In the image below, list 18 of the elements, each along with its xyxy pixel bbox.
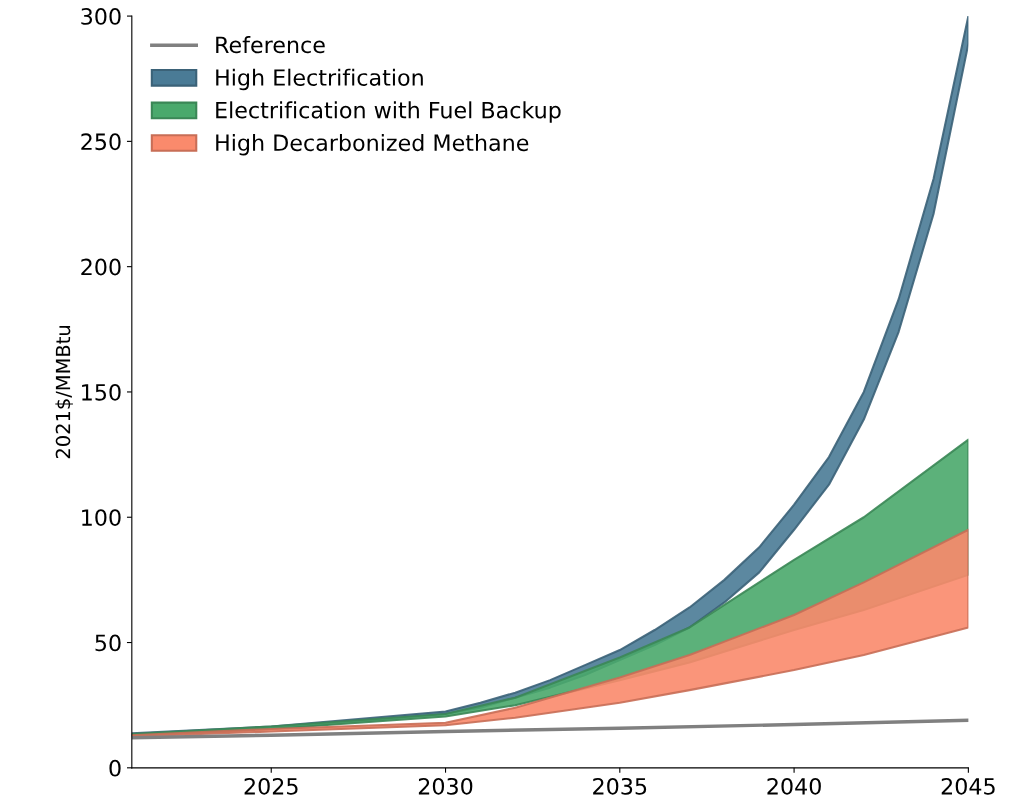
- x-tick-label: 2040: [767, 777, 821, 795]
- x-tick-label: 2030: [418, 777, 473, 795]
- y-tick-label: 100: [82, 509, 121, 526]
- y-tick-label: 200: [81, 258, 121, 276]
- x-tick-label: 2025: [244, 777, 298, 795]
- line-series: [131, 718, 969, 740]
- y-tick-label: 50: [95, 634, 121, 652]
- legend-label: High Electrification: [216, 68, 423, 91]
- legend-label: Reference: [216, 36, 325, 54]
- legend-label: High Decarbonized Methane: [216, 133, 529, 156]
- y-tick-label: 0: [109, 759, 121, 777]
- x-tick-label: 2035: [593, 777, 647, 795]
- y-tick-label: 250: [81, 133, 121, 151]
- y-tick-label: 300: [81, 8, 121, 25]
- y-tick-label: 150: [82, 383, 121, 401]
- x-tick-label: 2045: [941, 777, 995, 795]
- y-axis-title: 2021$/MMBtu: [55, 326, 73, 459]
- legend-label: Electrification with Fuel Backup: [216, 101, 561, 123]
